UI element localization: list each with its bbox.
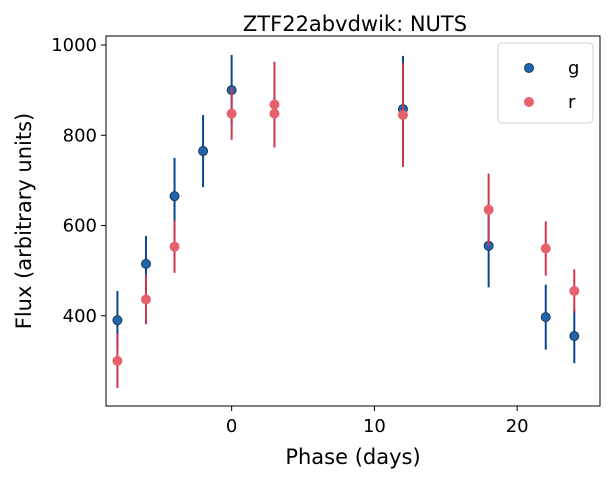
plot-frame [105,35,601,407]
axis-ticks: 0 10 20 400 600 800 1000 [51,35,528,437]
point-r-9 [569,285,580,296]
point-r-0 [112,355,123,366]
point-r-7 [483,204,494,215]
y-tick-label-0: 400 [63,306,97,327]
point-g-0 [112,315,123,326]
point-r-2 [169,241,180,252]
point-r-8 [540,243,551,254]
point-r-5 [269,99,280,110]
y-tick-label-1: 600 [63,216,97,237]
legend-marker-r [524,97,534,107]
point-r-3 [226,108,237,119]
x-tick-label-0: 0 [226,416,237,437]
point-g-2 [169,191,180,202]
plot-marks [112,54,580,388]
x-tick-label-2: 20 [506,416,529,437]
y-tick-label-2: 800 [63,125,97,146]
point-g-1 [140,258,151,269]
y-axis-label: Flux (arbitrary units) [12,113,36,329]
legend-label-r: r [568,92,576,113]
legend-label-g: g [568,58,579,79]
y-tick-label-3: 1000 [51,35,97,56]
point-g-8 [569,331,580,342]
legend: gr [497,42,594,124]
x-axis-label: Phase (days) [285,445,420,469]
point-r-4 [269,108,280,119]
point-r-1 [140,294,151,305]
point-r-6 [397,109,408,120]
legend-box [497,42,594,124]
legend-marker-g [524,63,534,73]
x-tick-label-1: 10 [363,416,386,437]
chart-title: ZTF22abvdwik: NUTS [243,12,467,36]
point-g-7 [540,312,551,323]
point-g-3 [198,146,209,157]
